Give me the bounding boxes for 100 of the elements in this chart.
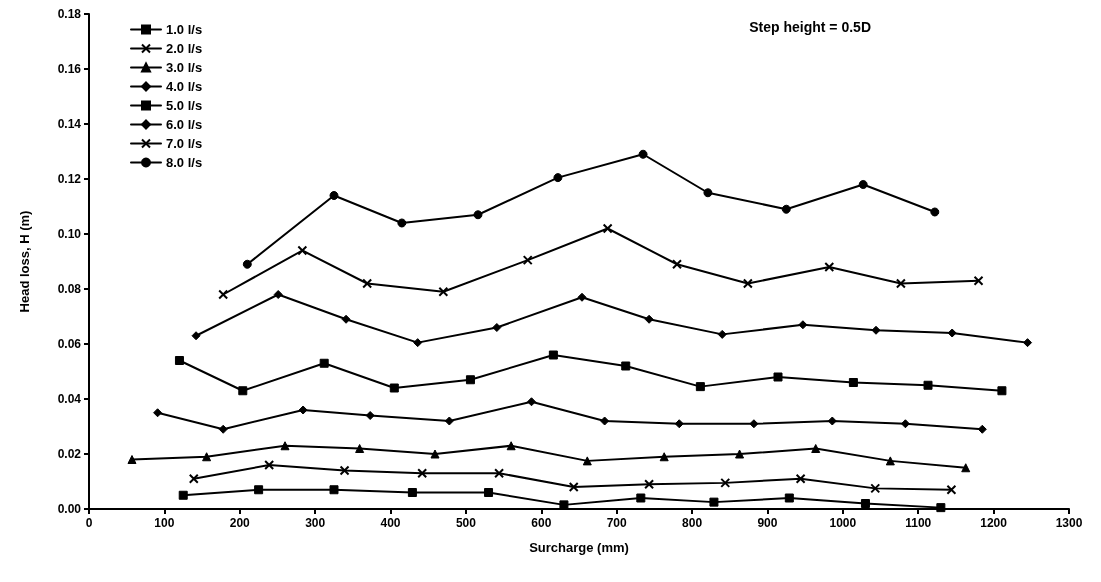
y-tick-label: 0.14 xyxy=(57,117,82,131)
point xyxy=(280,441,290,451)
point xyxy=(492,323,502,332)
point xyxy=(636,493,646,503)
point xyxy=(355,444,365,453)
point xyxy=(895,278,906,289)
point xyxy=(178,490,188,500)
point xyxy=(506,441,516,451)
point xyxy=(827,416,837,426)
y-tick-label: 0.18 xyxy=(57,7,82,21)
point xyxy=(365,411,375,420)
point xyxy=(923,380,933,390)
point xyxy=(527,397,537,407)
x-tick-label: 400 xyxy=(380,516,401,530)
point xyxy=(784,493,794,503)
y-tick-label: 0.16 xyxy=(57,62,82,76)
y-tick-label: 0.00 xyxy=(57,502,82,516)
point xyxy=(659,452,669,462)
point xyxy=(444,416,454,426)
point xyxy=(936,503,946,513)
point xyxy=(188,473,199,484)
x-tick-label: 300 xyxy=(305,516,326,530)
y-tick-label: 0.04 xyxy=(57,392,82,406)
point xyxy=(795,473,806,484)
point xyxy=(644,314,654,324)
x-tick-label: 1100 xyxy=(905,516,932,530)
y-tick-label: 0.12 xyxy=(57,172,82,186)
legend-label: 1.0 l/s xyxy=(166,22,203,37)
y-tick-label: 0.02 xyxy=(57,447,82,461)
annotation: Step height = 0.5D xyxy=(749,19,871,35)
point xyxy=(717,329,727,339)
point xyxy=(973,275,984,286)
point xyxy=(709,497,719,507)
point xyxy=(824,262,835,272)
point xyxy=(397,218,407,228)
x-tick-label: 1000 xyxy=(829,516,857,530)
legend-label: 4.0 l/s xyxy=(166,79,203,94)
point xyxy=(674,419,684,429)
x-tick-label: 0 xyxy=(85,516,93,530)
point xyxy=(218,424,228,434)
point xyxy=(602,223,613,234)
y-tick-label: 0.10 xyxy=(57,227,82,241)
x-tick-label: 100 xyxy=(154,516,175,530)
point xyxy=(438,286,449,297)
point xyxy=(638,149,648,159)
point xyxy=(484,488,494,497)
x-axis-title: Surcharge (mm) xyxy=(529,540,629,555)
x-tick-label: 500 xyxy=(455,516,477,530)
point xyxy=(798,320,808,330)
point xyxy=(329,191,339,200)
x-tick-label: 600 xyxy=(531,516,552,530)
y-tick-label: 0.08 xyxy=(57,282,82,296)
point xyxy=(297,245,308,256)
point xyxy=(885,456,895,466)
point xyxy=(735,449,745,459)
legend-label: 2.0 l/s xyxy=(166,41,203,56)
point xyxy=(264,460,275,470)
x-tick-label: 200 xyxy=(229,516,251,530)
x-tick-label: 800 xyxy=(682,516,703,530)
legend-label: 6.0 l/s xyxy=(166,117,203,132)
point xyxy=(811,444,821,453)
point xyxy=(254,485,264,495)
point xyxy=(339,465,350,476)
x-tick-label: 1300 xyxy=(1055,516,1083,530)
point xyxy=(930,207,940,217)
point xyxy=(672,259,682,270)
x-tick-label: 700 xyxy=(606,516,628,530)
x-tick-label: 1200 xyxy=(980,516,1008,530)
point xyxy=(947,328,957,338)
point xyxy=(997,386,1007,396)
point xyxy=(389,383,399,393)
point xyxy=(644,479,655,490)
point xyxy=(218,289,229,300)
point xyxy=(273,290,283,299)
point xyxy=(465,375,475,385)
point xyxy=(749,419,759,429)
point xyxy=(871,325,881,335)
point xyxy=(742,278,753,289)
legend-label: 7.0 l/s xyxy=(166,136,203,151)
point xyxy=(242,259,252,269)
point xyxy=(1023,338,1033,348)
point xyxy=(362,278,373,289)
point xyxy=(202,452,212,462)
point xyxy=(319,358,329,368)
point xyxy=(848,378,858,387)
point xyxy=(621,361,631,371)
point xyxy=(413,338,423,348)
point xyxy=(695,382,705,392)
point xyxy=(900,419,910,429)
point xyxy=(473,210,483,220)
y-tick-label: 0.06 xyxy=(57,337,82,351)
point xyxy=(961,463,971,473)
point xyxy=(870,483,881,494)
point xyxy=(548,350,558,360)
point xyxy=(858,180,868,189)
point xyxy=(860,499,870,508)
legend-label: 5.0 l/s xyxy=(166,98,203,113)
point xyxy=(329,485,339,495)
legend-label: 8.0 l/s xyxy=(166,155,203,170)
point xyxy=(494,468,505,479)
